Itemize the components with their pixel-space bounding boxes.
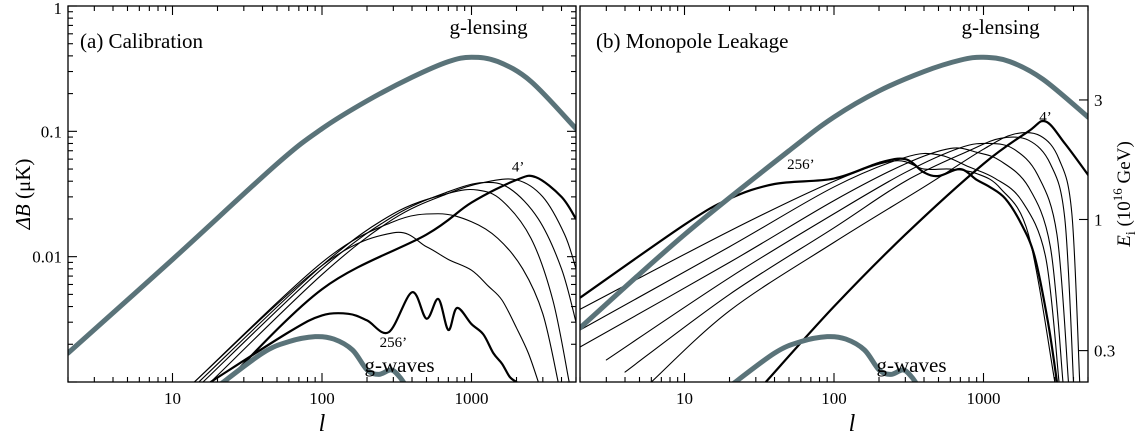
series-line-thick-2 [580, 157, 1059, 382]
series-line-5 [193, 213, 559, 382]
annotation-1: g-waves [877, 353, 947, 377]
series-line-thick-3 [764, 119, 1088, 382]
x-tick-label: 100 [309, 389, 335, 408]
series-line-5 [580, 152, 1060, 382]
annotation-0: g-lensing [961, 15, 1040, 39]
series-line-signal-0 [580, 54, 1088, 331]
series-line-signal-1 [219, 334, 407, 382]
panel-monopole-leakage-tick-labels: 10 100 1000 0.3 1 3 [676, 91, 1115, 408]
panel-calibration-label: (a) Calibration [80, 29, 204, 53]
annotation-2: 4’ [1039, 109, 1052, 125]
y-tick-label: 0.1 [41, 122, 62, 141]
panel-calibration-tick-labels: 10 100 1000 0.01 0.1 1 [32, 0, 488, 408]
panel-calibration-ticks [67, 5, 577, 383]
panel-monopole-leakage-x-axis-label: l [849, 411, 856, 437]
annotation-0: g-lensing [449, 15, 528, 39]
panel-calibration-x-axis-label: l [319, 411, 326, 437]
x-tick-label: 10 [676, 389, 693, 408]
series-line-thick-2 [224, 174, 576, 382]
x-tick-label: 10 [164, 389, 181, 408]
series-line-8 [210, 178, 576, 382]
panel-calibration-annotations: g-lensing g-waves 4’ 256’ [365, 15, 529, 377]
annotation-1: g-waves [365, 353, 435, 377]
panel-monopole-leakage-ticks [579, 6, 1089, 382]
series-line-9 [650, 132, 1081, 382]
panel-monopole-leakage-label: (b) Monopole Leakage [596, 29, 788, 53]
right-tick-label: 0.3 [1094, 342, 1115, 361]
series-line-7 [605, 142, 1069, 382]
series-line-thick-3 [209, 291, 518, 382]
series-line-6 [198, 188, 570, 382]
x-tick-label: 100 [821, 389, 847, 408]
series-line-signal-1 [731, 334, 919, 382]
right-tick-label: 3 [1094, 91, 1103, 110]
series-line-7 [202, 181, 576, 382]
annotation-3: 256’ [380, 335, 408, 351]
panel-calibration: 10 100 1000 0.01 0.1 1 (a) Calibration l g-le… [32, 0, 577, 437]
y-tick-label: 0.01 [32, 248, 62, 267]
series-line-4 [193, 231, 539, 382]
x-tick-label: 1000 [967, 389, 1001, 408]
panel-monopole-leakage-curves [580, 54, 1088, 382]
y-tick-label: 1 [54, 0, 63, 18]
panel-monopole-leakage-annotations: g-lensing g-waves 4’ 256’ [787, 15, 1052, 377]
y-axis-label-left: ΔB (μK) [11, 159, 35, 231]
series-line-6 [580, 147, 1064, 382]
annotation-2: 4’ [512, 159, 525, 175]
y-axis-label-right: Ei (1016 GeV) [1110, 141, 1139, 248]
series-line-4 [580, 160, 1056, 382]
panel-monopole-leakage: 10 100 1000 0.3 1 3 (b) Monopole Leakage l g-… [579, 5, 1115, 437]
right-tick-label: 1 [1094, 210, 1103, 229]
series-line-8 [624, 136, 1075, 382]
panel-calibration-curves [68, 54, 576, 382]
annotation-3: 256’ [787, 157, 815, 173]
series-line-signal-0 [68, 54, 576, 356]
x-tick-label: 1000 [455, 389, 489, 408]
